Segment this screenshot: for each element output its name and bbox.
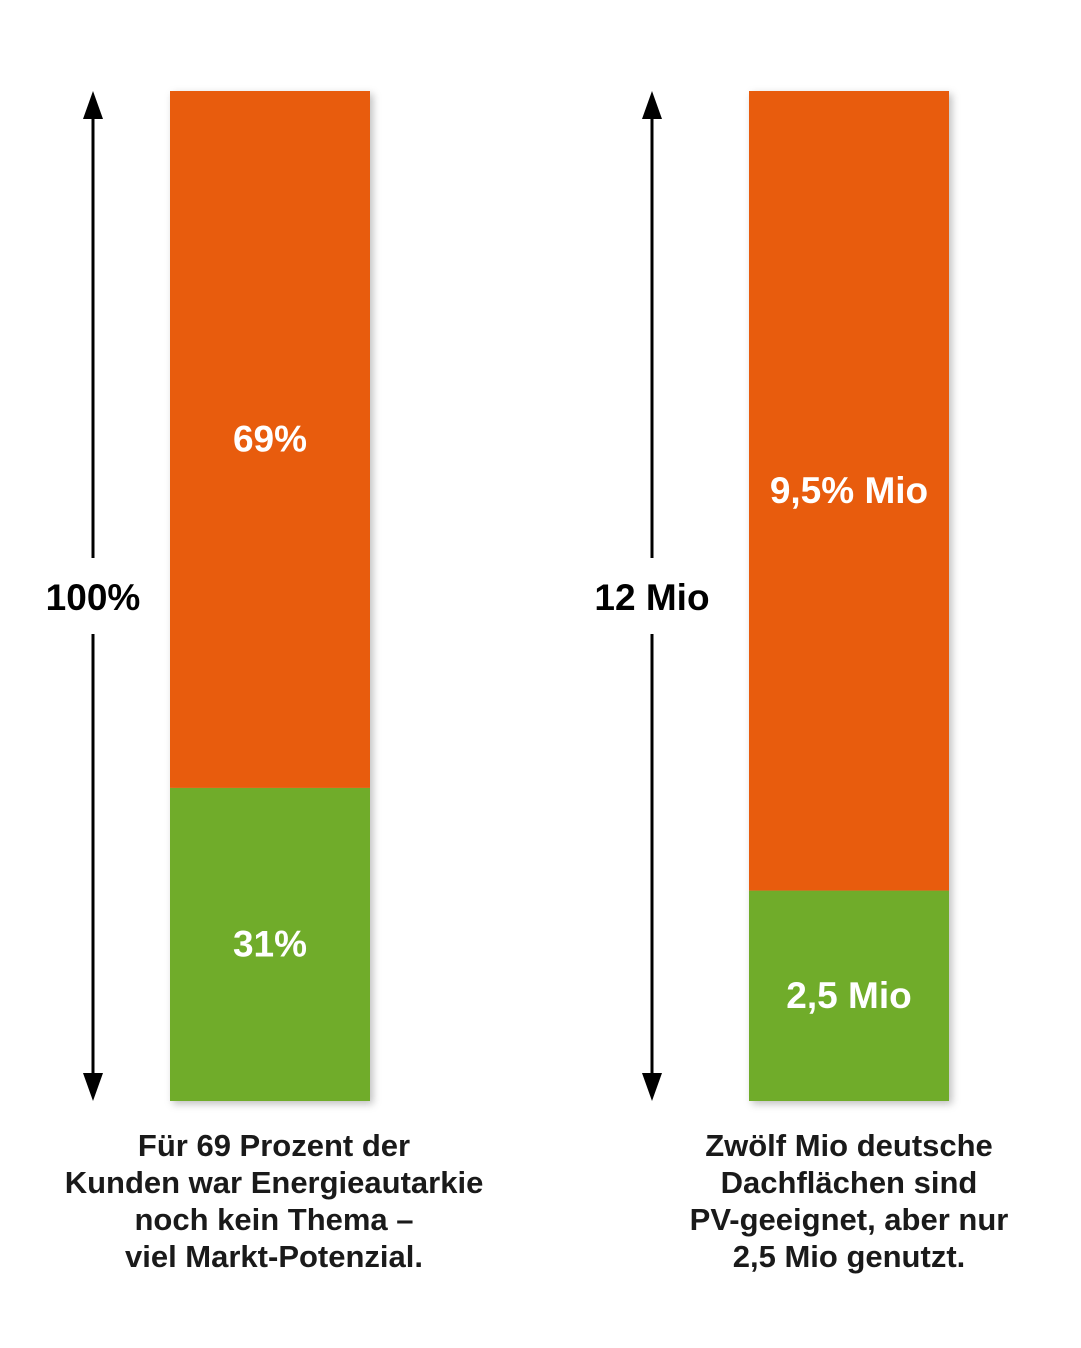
arrow-up-icon xyxy=(642,91,662,119)
segment-label-remaining: 9,5% Mio xyxy=(770,470,928,511)
bar-segment-remaining xyxy=(170,91,370,788)
caption-line: Kunden war Energieautarkie xyxy=(64,1165,484,1200)
stacked-bar xyxy=(749,91,949,1101)
caption-line: noch kein Thema – xyxy=(134,1202,414,1237)
caption-line: viel Markt-Potenzial. xyxy=(124,1239,424,1274)
caption-line: 2,5 Mio genutzt. xyxy=(732,1239,966,1274)
arrow-down-icon xyxy=(83,1073,103,1101)
caption-line: Dachflächen sind xyxy=(720,1165,978,1200)
bar-segment-remaining xyxy=(749,91,949,891)
bar-segment-share xyxy=(749,890,949,1101)
caption-line: Für 69 Prozent der xyxy=(137,1128,411,1163)
axis-total-label: 12 Mio xyxy=(594,577,709,618)
caption-pv-roof-areas: Zwölf Mio deutsche Dachflächen sind PV-g… xyxy=(609,1127,1081,1275)
stacked-bar xyxy=(170,91,370,1101)
segment-label-remaining: 69% xyxy=(233,418,307,459)
arrow-down-icon xyxy=(642,1073,662,1101)
bar-segment-share xyxy=(170,787,370,1101)
caption-customer-energy-autarky: Für 69 Prozent der Kunden war Energieaut… xyxy=(34,1127,514,1275)
caption-line: Zwölf Mio deutsche xyxy=(705,1128,993,1163)
axis-total-label: 100% xyxy=(46,577,141,618)
chart-customer-energy-autarky: 100% 31% 69% xyxy=(46,91,370,1101)
caption-line: PV-geeignet, aber nur xyxy=(689,1202,1009,1237)
arrow-up-icon xyxy=(83,91,103,119)
segment-label-share: 31% xyxy=(233,923,307,964)
segment-label-share: 2,5 Mio xyxy=(786,975,911,1016)
chart-pv-roof-areas: 12 Mio 2,5 Mio 9,5% Mio xyxy=(594,91,949,1101)
